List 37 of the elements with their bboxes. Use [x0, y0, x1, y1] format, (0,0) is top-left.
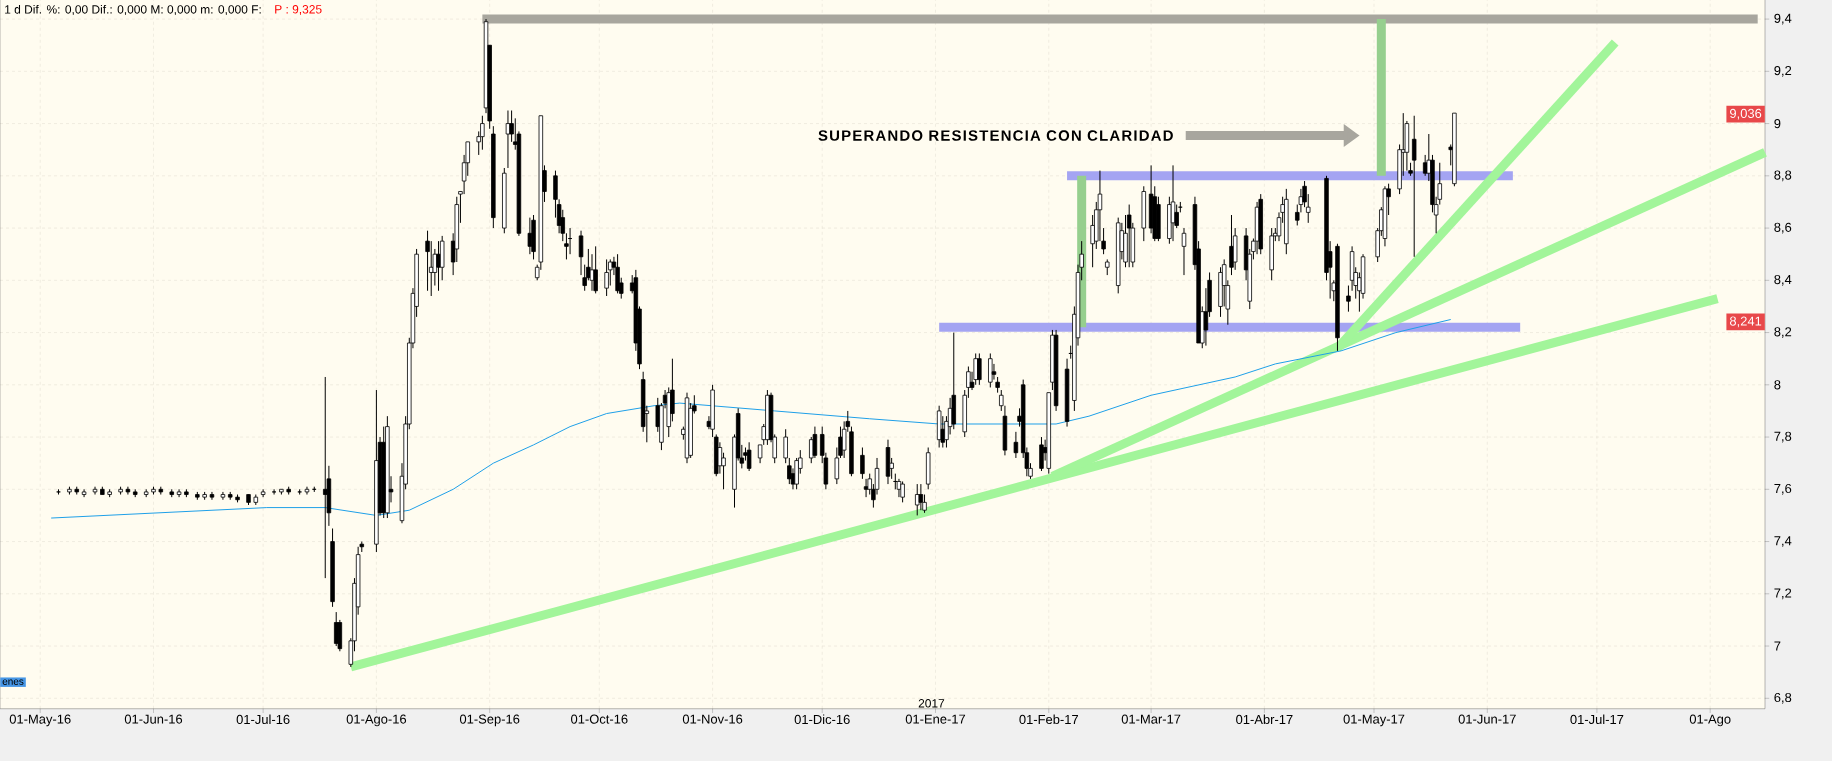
text: 1 d Dif. %: 0,00 Dif.: 0,000 M: 0,000 m: 0,000 F: [5, 4, 261, 16]
y-tick-label: 8,2 [1774, 327, 1792, 338]
y-tick-label: 8,4 [1774, 274, 1792, 286]
y-tick-label: 7,4 [1774, 536, 1792, 547]
y-tick-label: 9,2 [1774, 65, 1792, 77]
annotation: 2017 [918, 699, 945, 708]
annotation: enes [2, 679, 24, 685]
x-tick-label: 01-Mar-17 [1121, 714, 1181, 724]
x-tick-label: 01-Jul-17 [1570, 714, 1624, 725]
y-tick-label: 8,8 [1774, 170, 1792, 182]
text: P : 9,325 [275, 5, 322, 15]
y-tick-label: 7,8 [1774, 431, 1792, 443]
y-tick-label: 6,8 [1774, 692, 1792, 704]
y-tick-label: 7,6 [1774, 483, 1792, 495]
annotation: 8,241 [1729, 316, 1762, 328]
x-tick-label: 01-Jul-16 [236, 714, 290, 725]
y-tick-label: 9,4 [1774, 13, 1792, 25]
x-tick-label: 01-May-16 [9, 714, 71, 727]
y-tick-label: 7 [1774, 641, 1781, 651]
x-tick-label: 01-Nov-16 [682, 714, 743, 724]
y-tick-label: 8,6 [1774, 222, 1792, 234]
x-tick-label: 01-Oct-16 [571, 714, 628, 724]
x-tick-label: 01-Feb-17 [1019, 714, 1078, 725]
x-tick-label: 01-Sep-16 [459, 714, 520, 727]
x-tick-label: 01-Jun-16 [124, 714, 183, 724]
x-tick-label: 01-Jun-17 [1458, 714, 1516, 724]
x-tick-label: 01-Abr-17 [1236, 714, 1293, 725]
annotation: 9,036 [1730, 108, 1762, 120]
annotation: SUPERANDO RESISTENCIA CON CLARIDAD [818, 130, 1173, 141]
y-tick-label: 8 [1774, 380, 1781, 390]
y-tick-label: 7,2 [1774, 588, 1792, 600]
x-tick-label: 01-Ene-17 [905, 714, 966, 724]
y-tick-label: 9 [1774, 118, 1781, 129]
x-tick-label: 01-May-17 [1343, 714, 1405, 727]
x-tick-label: 01-Ago [1689, 714, 1731, 727]
x-tick-label: 01-Ago-16 [346, 714, 407, 727]
x-tick-label: 01-Dic-16 [794, 714, 850, 725]
